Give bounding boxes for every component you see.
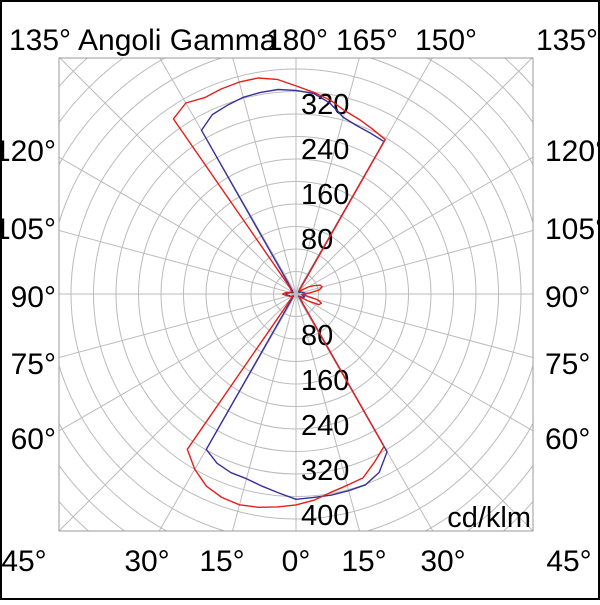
grid-spoke bbox=[59, 293, 297, 531]
gamma-label-bottom: 30° bbox=[420, 545, 465, 578]
gamma-label-bottom: 45° bbox=[546, 545, 591, 578]
chart-title: Angoli Gamma bbox=[78, 24, 277, 57]
gamma-label-right: 75° bbox=[545, 348, 590, 381]
gamma-label-right: 120° bbox=[545, 135, 600, 168]
grid-spoke bbox=[59, 293, 297, 432]
gamma-label-top: 135° bbox=[9, 24, 71, 57]
gamma-label-bottom: 15° bbox=[341, 545, 386, 578]
gamma-label-right: 60° bbox=[545, 423, 590, 456]
gamma-label-left: 120° bbox=[0, 135, 56, 168]
radial-tick-label: 320 bbox=[301, 455, 349, 487]
gamma-label-right: 90° bbox=[545, 281, 590, 314]
gamma-label-bottom: 0° bbox=[282, 545, 311, 578]
gamma-label-top: 180° bbox=[266, 24, 328, 57]
radial-tick-label: 240 bbox=[301, 134, 349, 166]
gamma-label-top: 165° bbox=[336, 24, 398, 57]
grid-spoke bbox=[59, 293, 297, 359]
unit-label: cd/klm bbox=[447, 502, 531, 534]
gamma-label-top: 150° bbox=[415, 24, 477, 57]
gamma-label-right: 105° bbox=[545, 213, 600, 246]
gamma-label-left: 105° bbox=[0, 213, 56, 246]
radial-tick-label: 160 bbox=[301, 365, 349, 397]
radial-tick-label: 160 bbox=[301, 179, 349, 211]
grid-spoke bbox=[295, 293, 533, 432]
grid-spoke bbox=[295, 293, 361, 531]
grid-spoke bbox=[295, 156, 533, 295]
grid-spoke bbox=[295, 229, 533, 295]
gamma-label-left: 60° bbox=[11, 423, 56, 456]
gamma-label-bottom: 15° bbox=[199, 545, 244, 578]
grid-spoke bbox=[295, 293, 533, 359]
photometric-curves bbox=[172, 77, 388, 508]
gamma-label-top: 135° bbox=[536, 24, 598, 57]
grid-spoke bbox=[231, 293, 297, 531]
radial-tick-label: 80 bbox=[301, 320, 333, 352]
radial-tick-label: 240 bbox=[301, 410, 349, 442]
gamma-label-bottom: 30° bbox=[124, 545, 169, 578]
grid-spoke bbox=[59, 156, 297, 295]
gamma-label-left: 90° bbox=[11, 281, 56, 314]
gamma-label-bottom: 45° bbox=[1, 545, 46, 578]
grid-spoke bbox=[232, 58, 297, 295]
plot-border bbox=[58, 57, 534, 532]
grid-spoke bbox=[295, 293, 533, 531]
gamma-label-left: 75° bbox=[11, 348, 56, 381]
grid-spoke bbox=[59, 229, 297, 295]
radial-tick-label: 400 bbox=[301, 500, 349, 532]
grid-spoke bbox=[295, 58, 360, 295]
grid-spoke bbox=[159, 58, 297, 295]
photometric-curve-series-red bbox=[172, 77, 386, 508]
gamma-axis-labels: 135° 180° 165° 150° 135° 45° 30° 15° 0° 15° 30° 45°… bbox=[0, 24, 600, 578]
